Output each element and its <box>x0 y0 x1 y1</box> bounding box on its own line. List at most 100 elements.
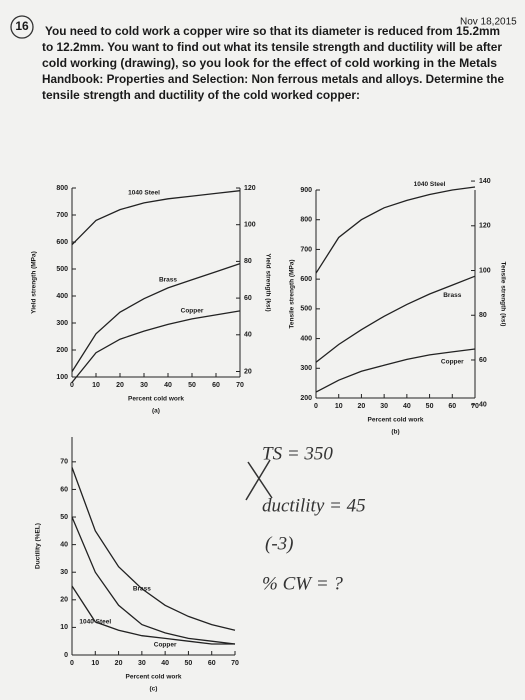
x-tick-label: 50 <box>426 403 434 410</box>
series-line <box>71 516 236 645</box>
y2-tick-label: 120 <box>244 185 256 192</box>
y-tick-label: 200 <box>300 395 312 402</box>
y-tick-label: 20 <box>60 597 68 604</box>
y-tick-label: 40 <box>60 541 68 548</box>
handwritten-note: (-3) <box>265 533 293 554</box>
y-tick-label: 400 <box>56 293 68 300</box>
series-line <box>315 275 476 363</box>
y2-tick-label: 140 <box>479 178 491 185</box>
x-tick-label: 20 <box>115 660 123 667</box>
series-line <box>71 262 241 372</box>
y-tick-label: 700 <box>300 246 312 253</box>
y-axis-label: Yield strength (MPa) <box>31 251 38 314</box>
y-tick-label: 0 <box>64 652 68 659</box>
problem-line: to 12.2mm. You want to find out what its… <box>42 40 502 54</box>
handwritten-note: ductility = 45 <box>262 495 366 516</box>
x-tick-label: 40 <box>164 382 172 389</box>
series-line <box>315 348 476 393</box>
y2-tick-label: 60 <box>244 295 252 302</box>
x-tick-label: 20 <box>116 382 124 389</box>
y-tick-label: 100 <box>56 374 68 381</box>
y-tick-label: 600 <box>56 239 68 246</box>
series-line <box>71 310 241 383</box>
number-circle <box>10 15 34 39</box>
handwritten-note: TS = 350 <box>262 443 333 464</box>
x-tick-label: 10 <box>335 403 343 410</box>
y2-tick-label: 120 <box>479 223 491 230</box>
series-label: Brass <box>159 277 177 284</box>
x-axis-label: Percent cold work <box>126 674 182 681</box>
x-tick-label: 10 <box>91 660 99 667</box>
date: Nov 18,2015 <box>460 17 517 28</box>
series-line <box>71 190 241 246</box>
figure-caption: (b) <box>391 429 399 436</box>
x-axis-label: Percent cold work <box>368 417 424 424</box>
y-tick-label: 700 <box>56 212 68 219</box>
figure-caption: (c) <box>150 686 158 693</box>
y-tick-label: 300 <box>56 320 68 327</box>
cross-mark <box>245 459 273 501</box>
y2-axis-label: Yield strength (ksi) <box>264 253 271 311</box>
y-tick-label: 50 <box>60 514 68 521</box>
x-tick-label: 70 <box>471 403 479 410</box>
problem-number: 16 <box>15 19 29 33</box>
y2-tick-label: 40 <box>479 402 487 409</box>
series-label: 1040 Steel <box>79 619 111 626</box>
y-tick-label: 10 <box>60 624 68 631</box>
x-tick-label: 40 <box>161 660 169 667</box>
series-line <box>71 585 235 645</box>
figure-caption: (a) <box>152 408 160 415</box>
y-tick-label: 600 <box>300 276 312 283</box>
x-tick-label: 30 <box>140 382 148 389</box>
y-axis-label: Tensile strength (MPa) <box>289 259 296 328</box>
y-tick-label: 300 <box>300 365 312 372</box>
problem-line: cold working (drawing), so you look for … <box>42 56 497 70</box>
series-label: 1040 Steel <box>128 190 160 197</box>
x-tick-label: 60 <box>212 382 220 389</box>
handwritten-note: % CW = ? <box>262 573 343 594</box>
y-tick-label: 70 <box>60 459 68 466</box>
x-tick-label: 50 <box>185 660 193 667</box>
series-label: Brass <box>133 585 151 592</box>
y2-tick-label: 60 <box>479 357 487 364</box>
series-line <box>71 467 236 631</box>
y-tick-label: 900 <box>300 187 312 194</box>
series-label: Copper <box>154 642 177 649</box>
problem-line: Handbook: Properties and Selection: Non … <box>42 72 504 86</box>
y2-tick-label: 100 <box>244 222 256 229</box>
x-tick-label: 30 <box>380 403 388 410</box>
x-tick-label: 0 <box>70 660 74 667</box>
y2-tick-label: 100 <box>479 267 491 274</box>
series-label: Brass <box>443 292 461 299</box>
series-label: Copper <box>181 308 204 315</box>
x-tick-label: 0 <box>314 403 318 410</box>
x-tick-label: 70 <box>231 660 239 667</box>
y-tick-label: 800 <box>56 185 68 192</box>
y2-axis-label: Tensile strength (ksi) <box>499 262 506 327</box>
series-line <box>315 186 476 274</box>
x-tick-label: 50 <box>188 382 196 389</box>
x-tick-label: 10 <box>92 382 100 389</box>
y2-tick-label: 20 <box>244 368 252 375</box>
y-tick-label: 30 <box>60 569 68 576</box>
y-tick-label: 400 <box>300 335 312 342</box>
y-axis-label: Ductility (%EL) <box>35 523 42 569</box>
x-tick-label: 40 <box>403 403 411 410</box>
x-tick-label: 30 <box>138 660 146 667</box>
problem-line: You need to cold work a copper wire so t… <box>45 24 500 38</box>
y-tick-label: 800 <box>300 217 312 224</box>
x-axis-label: Percent cold work <box>128 396 184 403</box>
y2-tick-label: 40 <box>244 332 252 339</box>
y2-tick-label: 80 <box>244 258 252 265</box>
y-tick-label: 200 <box>56 347 68 354</box>
x-tick-label: 0 <box>70 382 74 389</box>
series-label: Copper <box>441 359 464 366</box>
problem-line: tensile strength and ductility of the co… <box>42 88 360 102</box>
y2-tick-label: 80 <box>479 312 487 319</box>
series-label: 1040 Steel <box>414 181 446 188</box>
x-tick-label: 60 <box>208 660 216 667</box>
x-tick-label: 70 <box>236 382 244 389</box>
y-tick-label: 500 <box>300 306 312 313</box>
